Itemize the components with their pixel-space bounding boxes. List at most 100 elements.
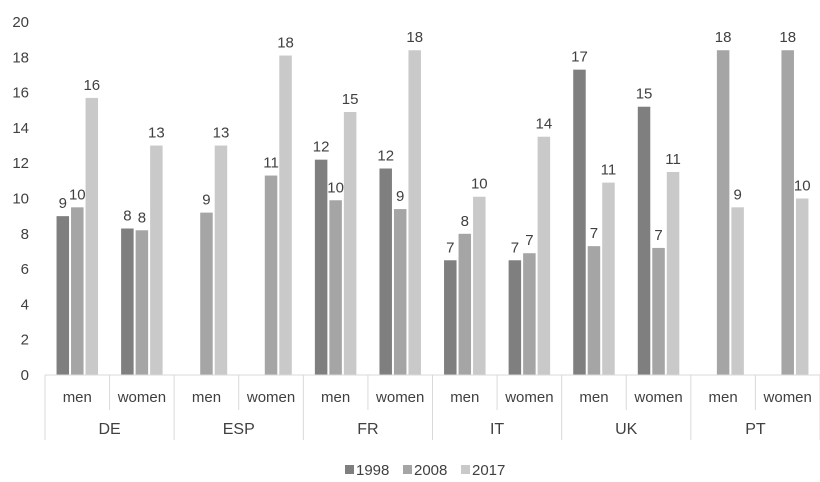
bar <box>523 253 536 375</box>
bar <box>781 50 794 376</box>
y-tick-label: 8 <box>21 226 29 243</box>
data-label: 13 <box>213 125 230 142</box>
bar <box>637 106 651 375</box>
legend-label: 2008 <box>414 462 447 479</box>
group-label: FR <box>357 421 378 438</box>
x-tick-label: men <box>192 389 221 406</box>
y-tick-label: 10 <box>12 191 29 208</box>
data-label: 9 <box>59 195 67 212</box>
data-label: 8 <box>461 213 469 230</box>
data-label: 9 <box>202 192 210 209</box>
data-label: 10 <box>794 178 811 195</box>
bar <box>731 207 744 375</box>
x-tick-label: women <box>633 389 682 406</box>
group-label: UK <box>615 421 638 438</box>
legend-swatch <box>461 465 470 474</box>
x-tick-label: women <box>117 389 166 406</box>
data-label: 7 <box>511 239 519 256</box>
bar <box>71 207 84 375</box>
y-tick-label: 12 <box>12 155 29 172</box>
bar <box>602 182 615 375</box>
data-label: 13 <box>148 125 165 142</box>
data-label: 12 <box>313 139 330 156</box>
data-label: 18 <box>277 35 294 52</box>
x-tick-label: women <box>375 389 424 406</box>
bar <box>652 247 665 375</box>
data-label: 10 <box>69 186 86 203</box>
data-label: 7 <box>446 239 454 256</box>
legend-label: 2017 <box>472 462 505 479</box>
bar <box>408 50 421 376</box>
y-tick-label: 4 <box>21 296 29 313</box>
data-label: 10 <box>471 176 488 193</box>
group-label: DE <box>98 421 120 438</box>
x-tick-label: women <box>246 389 295 406</box>
data-label: 17 <box>571 49 588 66</box>
bar <box>393 209 407 375</box>
legend: 1998 2008 2017 <box>345 462 505 479</box>
data-label: 15 <box>342 91 359 108</box>
legend-label: 1998 <box>356 462 389 479</box>
y-tick-label: 20 <box>12 14 29 31</box>
data-label: 15 <box>636 86 653 103</box>
data-label: 9 <box>733 186 741 203</box>
bar <box>508 260 522 375</box>
x-tick-label: men <box>63 389 92 406</box>
y-tick-label: 0 <box>21 367 29 384</box>
bar <box>666 172 680 375</box>
legend-swatch <box>345 465 354 474</box>
bar <box>473 196 486 375</box>
group-label: IT <box>490 421 504 438</box>
data-label: 11 <box>263 155 279 172</box>
data-label: 7 <box>590 225 598 242</box>
bar <box>458 233 472 375</box>
x-tick-label: men <box>579 389 608 406</box>
bar <box>314 159 328 375</box>
data-label: 11 <box>665 151 681 168</box>
bar <box>716 50 730 376</box>
y-tick-label: 2 <box>21 332 29 349</box>
bar <box>444 260 457 375</box>
data-label: 16 <box>83 77 100 94</box>
y-tick-label: 6 <box>21 261 29 278</box>
y-axis: 0 2 4 6 8 10 12 14 16 18 20 <box>12 14 29 384</box>
data-label: 12 <box>377 147 394 164</box>
bars <box>56 50 809 376</box>
data-label: 11 <box>601 162 617 179</box>
data-label: 8 <box>123 208 131 225</box>
bar <box>214 145 228 375</box>
bar <box>379 168 392 375</box>
bar <box>795 198 809 375</box>
x-tick-label: men <box>321 389 350 406</box>
bar <box>279 55 292 375</box>
bar <box>329 200 342 375</box>
x-axis: men women men women men women men women men women… <box>44 374 820 440</box>
y-tick-label: 18 <box>12 49 29 66</box>
data-label: 18 <box>715 29 732 46</box>
x-tick-label: men <box>709 389 738 406</box>
bar <box>264 175 278 375</box>
bar <box>56 216 70 375</box>
bar <box>121 228 134 375</box>
y-tick-label: 16 <box>12 85 29 102</box>
data-label: 7 <box>525 232 533 249</box>
bar <box>587 246 601 375</box>
bar <box>343 112 357 375</box>
bar <box>200 212 213 375</box>
y-tick-label: 14 <box>12 120 29 137</box>
x-tick-label: men <box>450 389 479 406</box>
legend-swatch <box>403 465 412 474</box>
bar <box>150 145 163 375</box>
data-label: 18 <box>406 29 423 46</box>
data-label: 18 <box>779 29 796 46</box>
data-label: 9 <box>396 188 404 205</box>
data-label: 7 <box>654 227 662 244</box>
data-label: 10 <box>327 179 344 196</box>
bar <box>573 69 586 375</box>
bar <box>85 97 99 376</box>
bar <box>135 230 149 375</box>
x-tick-label: women <box>504 389 553 406</box>
x-tick-label: women <box>763 389 812 406</box>
